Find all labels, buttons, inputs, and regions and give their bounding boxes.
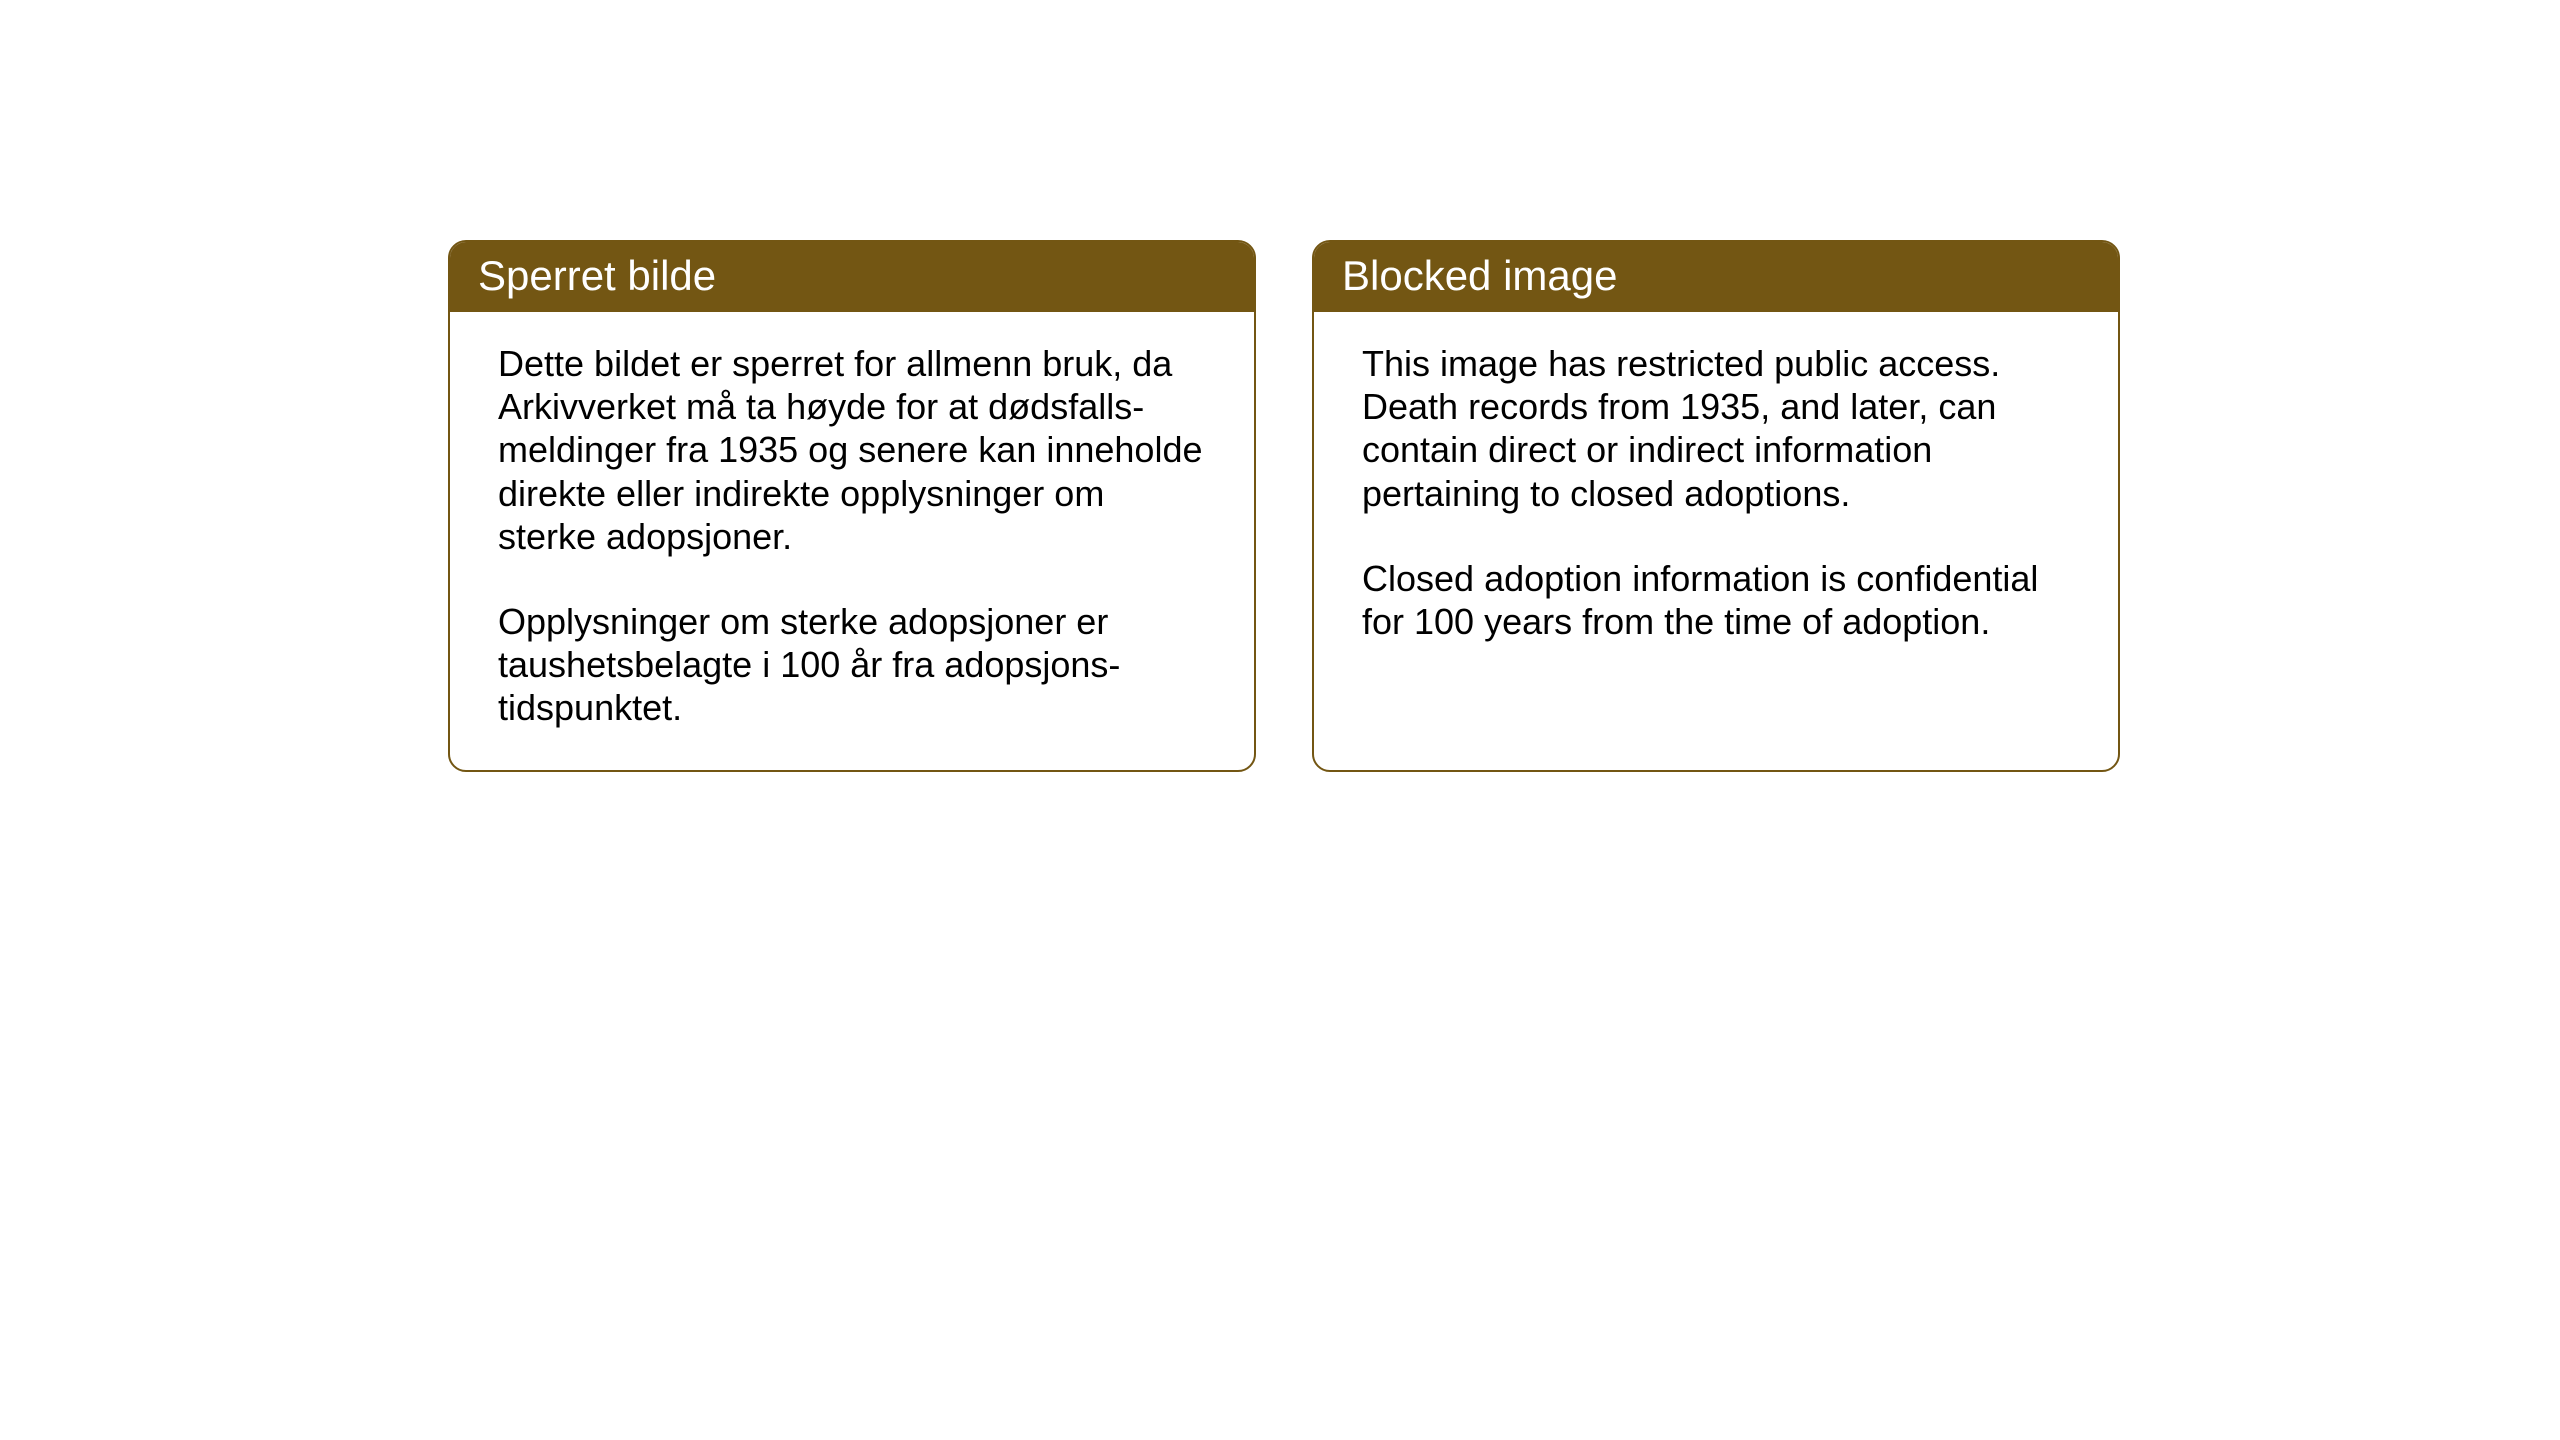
notice-card-norwegian: Sperret bilde Dette bildet er sperret fo… xyxy=(448,240,1256,772)
notice-container: Sperret bilde Dette bildet er sperret fo… xyxy=(448,240,2120,772)
notice-paragraph-1-norwegian: Dette bildet er sperret for allmenn bruk… xyxy=(498,342,1206,558)
notice-body-norwegian: Dette bildet er sperret for allmenn bruk… xyxy=(450,312,1254,770)
notice-header-english: Blocked image xyxy=(1314,242,2118,312)
notice-card-english: Blocked image This image has restricted … xyxy=(1312,240,2120,772)
notice-body-english: This image has restricted public access.… xyxy=(1314,312,2118,740)
notice-paragraph-1-english: This image has restricted public access.… xyxy=(1362,342,2070,515)
notice-paragraph-2-english: Closed adoption information is confident… xyxy=(1362,557,2070,643)
notice-paragraph-2-norwegian: Opplysninger om sterke adopsjoner er tau… xyxy=(498,600,1206,730)
notice-header-norwegian: Sperret bilde xyxy=(450,242,1254,312)
